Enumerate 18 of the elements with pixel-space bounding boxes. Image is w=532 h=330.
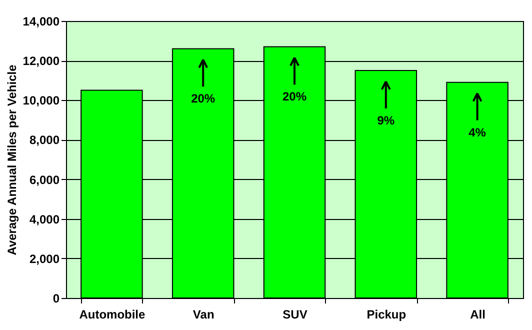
y-tick-label: 6,000	[29, 172, 60, 187]
y-tick-label: 10,000	[22, 94, 60, 108]
y-axis-title: Average Annual Miles per Vehicle	[4, 64, 19, 256]
y-tick-label: 14,000	[22, 14, 60, 28]
x-tick-label: Van	[192, 308, 214, 322]
annotation: 4%	[468, 125, 486, 140]
x-tick-label: SUV	[282, 308, 308, 322]
y-tick-label: 2,000	[29, 252, 60, 266]
y-tick-label: 12,000	[22, 54, 60, 68]
y-tick-label: 4,000	[29, 212, 60, 226]
annotation: 20%	[191, 92, 216, 106]
y-tick-label: 8,000	[29, 133, 60, 148]
x-tick-label: All	[470, 308, 486, 322]
annotation: 9%	[377, 113, 395, 128]
x-tick-label: Automobile	[79, 308, 146, 322]
x-tick-label: Pickup	[366, 308, 406, 322]
y-tick-label: 0	[52, 292, 60, 306]
annotation: 20%	[282, 90, 307, 104]
